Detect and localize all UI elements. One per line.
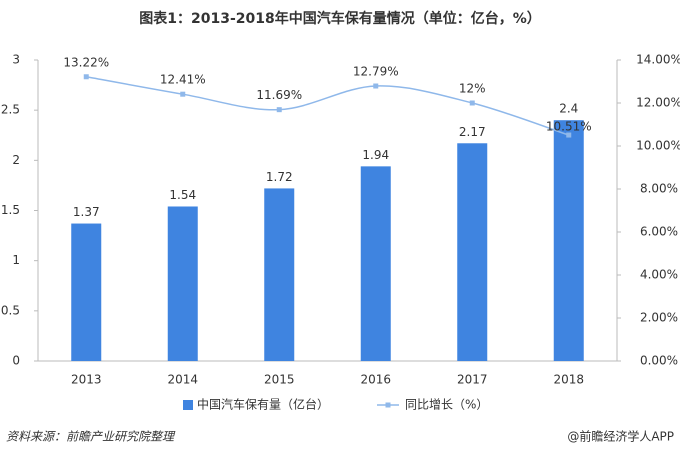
line-label: 12.79%: [353, 65, 399, 79]
y2-tick-label: 14.00%: [636, 53, 680, 67]
legend-label: 中国汽车保有量（亿台）: [197, 397, 329, 412]
y2-tick-label: 12.00%: [636, 96, 680, 110]
x-tick-label: 2018: [553, 373, 584, 387]
line-label: 13.22%: [63, 55, 109, 69]
legend-swatch: [385, 402, 391, 408]
y-tick-label: 1: [12, 253, 20, 267]
bar: [264, 188, 295, 361]
credit: @前瞻经济学人APP: [567, 429, 674, 444]
bar-label: 2.17: [459, 125, 486, 139]
bar-label: 1.72: [266, 170, 293, 184]
chart-title: 图表1：2013-2018年中国汽车保有量情况（单位：亿台，%）: [139, 10, 541, 27]
legend-swatch: [183, 400, 193, 410]
y-tick-label: 0: [12, 354, 20, 368]
bar-label: 2.4: [559, 102, 578, 116]
x-tick-label: 2016: [360, 373, 391, 387]
y2-tick-label: 8.00%: [640, 182, 678, 196]
bar: [553, 120, 584, 361]
x-tick-label: 2014: [167, 373, 198, 387]
y2-tick-label: 2.00%: [640, 311, 678, 325]
y2-tick-label: 10.00%: [636, 139, 680, 153]
bar-label: 1.94: [362, 148, 389, 162]
line-point: [276, 107, 282, 113]
y-tick-label: 1.5: [1, 203, 20, 217]
line-point: [566, 132, 572, 138]
x-tick-label: 2017: [457, 373, 488, 387]
bar: [71, 223, 102, 361]
bar: [457, 143, 488, 361]
source: 资料来源：前瞻产业研究院整理: [6, 430, 176, 444]
x-tick-label: 2015: [264, 373, 295, 387]
y-tick-label: 2.5: [1, 103, 20, 117]
bar: [360, 166, 391, 361]
y-tick-label: 3: [12, 53, 20, 67]
legend-label: 同比增长（%）: [405, 398, 488, 412]
line-point: [373, 83, 379, 89]
line-label: 11.69%: [256, 88, 302, 102]
line-label: 12.41%: [160, 73, 206, 87]
x-tick-label: 2013: [71, 373, 102, 387]
line-point: [469, 100, 475, 106]
line-label: 12%: [459, 82, 486, 96]
y2-tick-label: 4.00%: [640, 268, 678, 282]
y-tick-label: 0.5: [1, 303, 20, 317]
line-point: [180, 91, 186, 97]
y2-tick-label: 6.00%: [640, 225, 678, 239]
bar-label: 1.37: [73, 205, 100, 219]
y-tick-label: 2: [12, 153, 20, 167]
y2-tick-label: 0.00%: [640, 354, 678, 368]
bar-label: 1.54: [169, 188, 196, 202]
bar: [167, 206, 198, 361]
line-label: 10.51%: [546, 120, 592, 134]
line: [86, 76, 569, 136]
line-point: [83, 74, 89, 80]
